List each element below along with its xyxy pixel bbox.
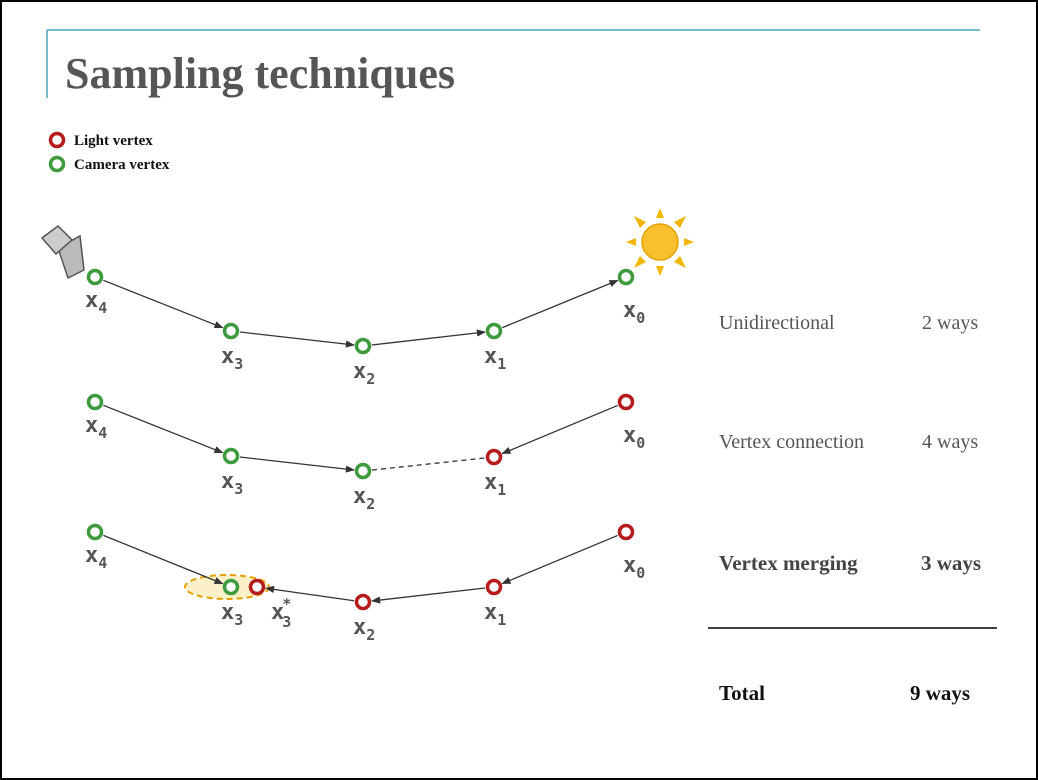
- vertex-name: x: [221, 469, 234, 494]
- vertex-label: x1: [484, 600, 506, 629]
- path-edge: [265, 585, 355, 602]
- vertex-label: x3: [221, 600, 243, 629]
- technique-count: 2 ways: [922, 312, 978, 334]
- vertex-subscript: 0: [636, 309, 645, 327]
- vertex: [86, 268, 104, 286]
- vertex-superscript: *: [282, 595, 291, 613]
- vertex-label: x2: [353, 359, 375, 388]
- vertex-name: x: [353, 484, 366, 509]
- vertex-subscript: 3: [234, 480, 243, 498]
- vertex-subscript: 1: [497, 611, 506, 629]
- title: Sampling techniques: [65, 49, 455, 98]
- technique-label: Vertex merging: [719, 551, 858, 575]
- vertex-name: x: [623, 423, 636, 448]
- vertex-subscript: 0: [636, 564, 645, 582]
- path-edge: [103, 404, 224, 454]
- camera-icon: [40, 225, 85, 280]
- vertex-subscript: 3: [234, 611, 243, 629]
- vertex-subscript: 2: [366, 370, 375, 388]
- vertex-name: x: [221, 600, 234, 625]
- path-edge: [239, 331, 355, 348]
- vertex-name: x: [221, 344, 234, 369]
- vertex-subscript: 1: [497, 355, 506, 373]
- vertex-name: x: [484, 600, 497, 625]
- vertex-label: x4: [85, 543, 107, 572]
- vertex-label: x3: [221, 344, 243, 373]
- vertex-subscript: 4: [98, 554, 107, 572]
- connection: [371, 457, 486, 471]
- vertex-name: x: [623, 298, 636, 323]
- vertex: [354, 593, 372, 611]
- vertex-subscript: 3: [234, 355, 243, 373]
- vertex: [485, 322, 503, 340]
- vertex-label: x3: [221, 469, 243, 498]
- vertex-subscript: 4: [98, 299, 107, 317]
- vertex-label: x0: [623, 298, 645, 327]
- vertex: [48, 131, 66, 149]
- vertex-label: x0: [623, 553, 645, 582]
- technique-label: Vertex connection: [719, 431, 864, 453]
- path-edge: [103, 534, 224, 585]
- vertex-subscript: 2: [366, 495, 375, 513]
- vertex: [222, 578, 240, 596]
- legend-label: Camera vertex: [74, 157, 170, 173]
- vertex-name: x: [353, 615, 366, 640]
- vertex-subscript: 2: [366, 626, 375, 644]
- vertex-subscript: 4: [98, 424, 107, 442]
- vertex: [86, 393, 104, 411]
- vertex: [222, 322, 240, 340]
- vertex: [86, 523, 104, 541]
- vertex-label: x0: [623, 423, 645, 452]
- vertex-name: x: [85, 543, 98, 568]
- vertex: [354, 337, 372, 355]
- vertex: [485, 448, 503, 466]
- vertex-subscript: 3: [282, 613, 291, 631]
- vertex: [354, 462, 372, 480]
- vertex-name: x: [85, 413, 98, 438]
- vertex: [248, 578, 266, 596]
- path-edge: [502, 279, 619, 329]
- vertex-label: x2: [353, 484, 375, 513]
- path-edge: [371, 587, 486, 604]
- path-edge: [501, 534, 618, 585]
- vertex-name: x: [353, 359, 366, 384]
- vertex-label: x4: [85, 413, 107, 442]
- vertex: [617, 523, 635, 541]
- vertex-label: x2: [353, 615, 375, 644]
- vertex-subscript: 0: [636, 434, 645, 452]
- path-edge: [501, 404, 618, 455]
- vertex: [48, 155, 66, 173]
- vertex-name: x: [484, 344, 497, 369]
- legend-label: Light vertex: [74, 133, 153, 149]
- path-edge: [371, 329, 486, 346]
- vertex-name: x: [271, 600, 284, 625]
- vertex-label: x4: [85, 288, 107, 317]
- sun-icon: [626, 208, 694, 276]
- vertex: [617, 393, 635, 411]
- total-label: Total: [719, 681, 765, 705]
- vertex: [222, 447, 240, 465]
- technique-count: 4 ways: [922, 431, 978, 453]
- vertex-subscript: 1: [497, 481, 506, 499]
- vertex-name: x: [484, 470, 497, 495]
- vertex-name: x: [623, 553, 636, 578]
- path-edge: [103, 279, 224, 329]
- path-edge: [239, 456, 355, 473]
- total-count: 9 ways: [910, 681, 970, 705]
- vertex-label: x1: [484, 470, 506, 499]
- vertex: [485, 578, 503, 596]
- vertex: [617, 268, 635, 286]
- technique-label: Unidirectional: [719, 312, 835, 334]
- vertex-label: x* 3: [271, 595, 291, 631]
- vertex-name: x: [85, 288, 98, 313]
- technique-count: 3 ways: [921, 551, 981, 575]
- vertex-label: x1: [484, 344, 506, 373]
